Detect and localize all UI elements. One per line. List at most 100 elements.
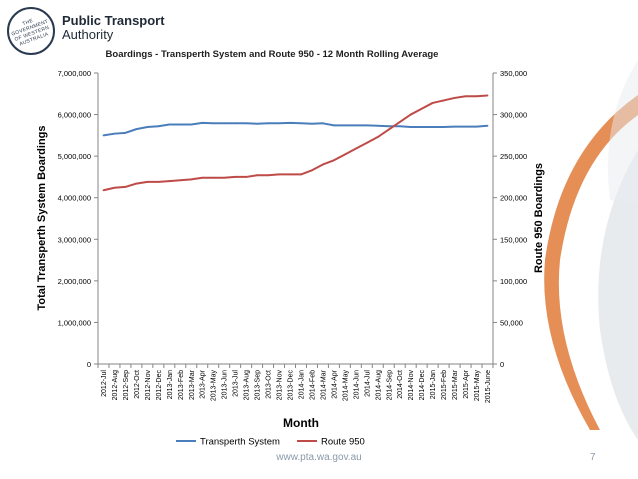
series-2-point (322, 163, 324, 166)
series-1-point (256, 122, 258, 125)
series-2-point (234, 176, 237, 178)
series-1-point (376, 124, 379, 127)
x-tick-label: 2014-Feb (309, 370, 316, 400)
x-tick-label: 2012-Aug (112, 370, 119, 400)
logo-line-1: Public Transport (62, 13, 165, 28)
series-2-point (289, 173, 291, 176)
series-2-point (442, 99, 445, 102)
series-2-point (486, 94, 489, 97)
series-2-point (354, 147, 357, 150)
series-1-point (179, 123, 182, 126)
y-left-tick-label: 1,000,000 (58, 318, 91, 327)
x-tick-label: 2014-Mar (320, 369, 327, 400)
series-2-point (157, 181, 160, 183)
y-right-tick-label: 0 (500, 360, 504, 369)
x-tick-label: 2012-Oct (134, 370, 141, 399)
series-1-point (333, 124, 335, 127)
series-2-point (365, 141, 368, 144)
series-2-point (453, 97, 456, 99)
x-tick-label: 2012-Jul (101, 370, 108, 397)
government-crest: THE GOVERNMENT OF WESTERN AUSTRALIA (7, 7, 55, 55)
y-right-tick-label: 300,000 (500, 111, 527, 120)
x-tick-label: 2013-Jul (233, 370, 240, 397)
x-tick-label: 2014-Apr (331, 369, 338, 398)
y-left-tick-label: 6,000,000 (58, 111, 91, 120)
swoosh-light (607, 60, 638, 205)
series-line-2 (103, 94, 488, 192)
y-right-tick-label: 50,000 (500, 318, 523, 327)
y-left-tick-label: 7,000,000 (58, 69, 91, 78)
y-right-tick-label: 100,000 (500, 277, 527, 286)
series-1-point (486, 124, 489, 127)
series-1-point (387, 125, 390, 128)
y-right-tick-label: 150,000 (500, 235, 527, 244)
series-2-point (146, 181, 149, 183)
y-left-tick-label: 3,000,000 (58, 235, 91, 244)
x-tick-label: 2015-Jan (430, 370, 437, 399)
series-1-point (223, 122, 226, 125)
series-1-point (289, 121, 291, 124)
series-2-point (409, 113, 412, 116)
series-1-point (124, 131, 127, 134)
series-1-point (245, 122, 248, 125)
series-2-point (135, 182, 138, 185)
x-tick-label: 2013-Oct (266, 370, 273, 399)
x-tick-label: 2015-June (485, 370, 492, 403)
series-2-point (256, 174, 258, 177)
x-tick-label: 2014-May (342, 370, 349, 402)
x-tick-label: 2013-Feb (178, 370, 185, 400)
x-tick-label: 2014-Dec (419, 370, 426, 401)
footer-url[interactable]: www.pta.wa.gov.au (276, 452, 362, 463)
legend-label-2: Route 950 (321, 437, 365, 448)
series-1-point (201, 121, 204, 124)
series-1-point (190, 123, 193, 126)
series-1-point (267, 122, 269, 125)
x-tick-label: 2015-Feb (441, 370, 448, 400)
series-1-point (278, 122, 280, 125)
y-left-tick-label: 2,000,000 (58, 277, 91, 286)
series-1-point (442, 126, 445, 128)
chart-legend: Transperth System Route 950 (176, 437, 365, 448)
series-2-point (420, 107, 423, 110)
x-tick-label: 2013-Apr (200, 369, 207, 398)
series-1-point (146, 126, 149, 128)
series-1-point (354, 124, 357, 127)
swoosh-orange (544, 95, 638, 430)
x-tick-label: 2012-Nov (145, 370, 152, 401)
y-left-tick-label: 5,000,000 (58, 152, 91, 161)
series-2-point (343, 153, 346, 156)
series-1-point (398, 125, 401, 128)
x-tick-label: 2013-Aug (244, 370, 251, 400)
series-2-point (387, 128, 390, 131)
series-2-point (223, 176, 226, 179)
page-number: 7 (590, 452, 596, 463)
x-tick-label: 2013-Jun (222, 370, 229, 399)
series-2-point (113, 186, 116, 189)
y-left-tick-label: 4,000,000 (58, 194, 91, 203)
x-tick-label: 2014-Jan (298, 370, 305, 399)
swoosh-gray (598, 150, 638, 440)
series-2-point (431, 102, 434, 104)
legend-label-1: Transperth System (200, 437, 280, 448)
x-tick-label: 2014-Sep (386, 370, 393, 400)
series-1-point (343, 124, 346, 127)
chart-axes: 0 1,000,000 2,000,000 3,000,000 4,000,000 5,0… (58, 69, 528, 403)
series-1-point (464, 125, 467, 128)
x-tick-label: 2014-Jul (364, 370, 371, 397)
series-1-point (135, 128, 138, 131)
series-line-1 (103, 121, 488, 137)
y-right-tick-label: 250,000 (500, 152, 527, 161)
series-1-point (300, 122, 302, 125)
series-2-point (245, 176, 248, 178)
series-2-point (376, 136, 379, 138)
series-1-point (311, 122, 313, 125)
series-2-point (212, 176, 215, 179)
series-1-point (431, 126, 434, 128)
x-axis-label: Month (283, 416, 319, 430)
x-tick-label: 2013-Mar (189, 369, 196, 400)
series-2-point (190, 178, 193, 181)
series-2-point (124, 186, 127, 188)
series-1-point (234, 122, 237, 125)
